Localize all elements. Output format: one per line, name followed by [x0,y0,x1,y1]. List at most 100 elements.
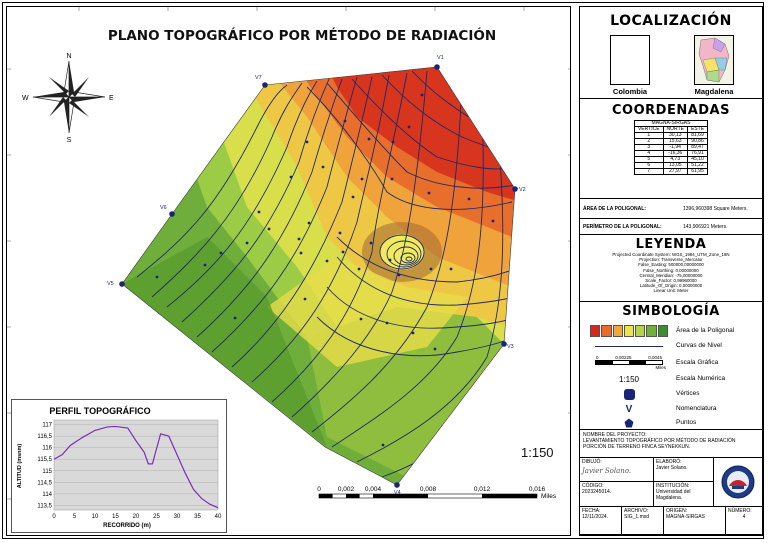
grid-ticks [7,7,570,500]
survey-point [203,263,207,267]
legend-title: LEYENDA [635,237,707,252]
survey-point [357,267,361,271]
legend-row-numeric-scale: 1:150 Escala Numérica [580,373,762,387]
survey-point [385,321,389,325]
date-value: 12/11/2024. [582,514,609,520]
signature: Javier Solano. [582,467,632,475]
survey-point [155,275,159,279]
survey-point [429,267,433,271]
survey-point [491,219,495,223]
elaborated-value: Javier Solano. [656,465,688,471]
survey-point [381,443,385,447]
survey-point [338,231,342,235]
perimeter-box: PERÍMETRO DE LA POLIGONAL: 143,906921 Me… [580,219,762,235]
scale-tick: 0,008 [420,486,437,493]
survey-point [407,125,411,129]
ramp-swatch [590,325,601,337]
perimeter-label: PERÍMETRO DE LA POLIGONAL: [583,224,662,230]
profile-title: PERFIL TOPOGRÁFICO [49,406,150,416]
project-label: NOMBRE DEL PROYECTO: [583,432,647,438]
compass-e: E [109,95,114,102]
legend-label-points: Puntos [676,419,697,426]
vertex-marker [512,186,518,192]
survey-point [305,140,309,144]
profile-xtick: 30 [174,514,181,520]
profile-xtick: 25 [153,514,160,520]
survey-point [341,250,345,254]
legend-row-contours: Curvas de Nivel [580,340,762,354]
ramp-swatch [635,325,646,337]
survey-point [289,175,293,179]
magdalena-map [694,35,734,85]
profile-xtick: 15 [112,514,119,520]
survey-point [427,191,431,195]
coords-cell: 27,97 [662,168,688,175]
file-label: ARCHIVO: [624,508,649,514]
profile-chart-inset: 0 5 10 15 20 25 30 35 40 117 116,5 116 115,5 115 114,… [11,399,227,533]
colombia-caption: Colombia [612,87,648,96]
profile-xtick: 0 [52,514,56,520]
coords-row: 7 27,97 61,95 [633,168,709,175]
institution-value: Universidad del Magdalena. [656,489,691,501]
profile-ytick: 115 [42,469,52,475]
location-box: LOCALIZACIÓN Colombia Magdalena [580,7,762,99]
vertex-label-v6: V6 [160,205,167,211]
legend-line: Central_Meridian: -75,00000000 [639,272,703,278]
survey-point [397,273,401,277]
profile-ytick: 114,5 [37,480,52,486]
profile-chart: 0 5 10 15 20 25 30 35 40 117 116,5 116 115,5 115 114,… [17,406,222,529]
survey-point [367,137,371,141]
legend-label-nomenclature: Nomenclatura [676,405,717,412]
survey-point [257,210,261,214]
legend-row-points: Puntos [580,417,762,431]
ramp-swatch [646,325,657,337]
magdalena-map-graphic [698,37,730,83]
mini-scale-unit: Miles [655,364,666,370]
map-title: PLANO TOPOGRÁFICO POR MÉTODO DE RADIACIÓ… [108,26,496,44]
vertex-marker [169,211,175,217]
area-box: ÁREA DE LA POLIGONAL: 1396,960398 Square… [580,199,762,219]
survey-point [433,347,437,351]
legend-row-area: Área de la Poligonal [580,325,762,339]
profile-xtick: 5 [73,514,77,520]
profile-xtick: 10 [92,514,99,520]
elaborated-cell: ELABORÓ: Javier Solano. [654,458,714,482]
legend-row-scale: 0 0,00225 0,0045 Miles Escala Gráfica [580,354,762,372]
survey-point [388,258,392,262]
survey-point [303,297,307,301]
survey-point [420,93,424,97]
survey-point [325,259,329,263]
profile-ytick: 117 [42,423,52,429]
survey-point [359,317,363,321]
ramp-swatch [612,325,623,337]
point-symbol [590,417,668,429]
profile-ytick: 116,5 [37,434,52,440]
color-ramp-swatches [590,325,668,337]
coordinates-box: COORDENADAS MAGNA-SIRGAS VERTICE NORTE E… [580,99,762,199]
vertex-marker [394,482,400,488]
file-value: SIG_1.mxd [624,514,650,520]
legend-box: LEYENDA Projected Coordinate System: WGS… [580,235,762,302]
legend-projection-text: Projected Coordinate System: WGS_1984_UT… [580,252,762,294]
legend-line: Scale_Factor: 0,99960000 [645,278,697,284]
date-label: FECHA: [582,508,601,514]
legend-line: Projected Coordinate System: WGS_1984_UT… [612,252,730,257]
legend-label-contours: Curvas de Nivel [676,342,722,349]
vertex-label-v3: V3 [507,344,514,350]
profile-line [53,425,219,509]
nomenclature-symbol: V [625,403,633,415]
map-scale-bar: 0 0,002 0,004 0,008 0,012 0,016 Miles [317,486,557,500]
legend-line: Linear Unit: Meter [653,288,689,294]
map-canvas: V1 V2 V3 V4 V5 V6 V7 PLANO TOPOGRÁFICO P… [7,7,570,500]
profile-xtick: 20 [133,514,140,520]
code-cell: CÓDIGO: 2023245014. [580,482,654,507]
vertices [119,64,518,488]
vertex-marker [119,281,125,287]
survey-point [369,241,373,245]
symbology-title: SIMBOLOGÍA [622,304,720,319]
survey-point [390,177,394,181]
date-cell: FECHA: 12/11/2024. [580,507,622,535]
vertex-label-v5: V5 [107,281,114,287]
profile-ytick: 115,5 [37,457,52,463]
